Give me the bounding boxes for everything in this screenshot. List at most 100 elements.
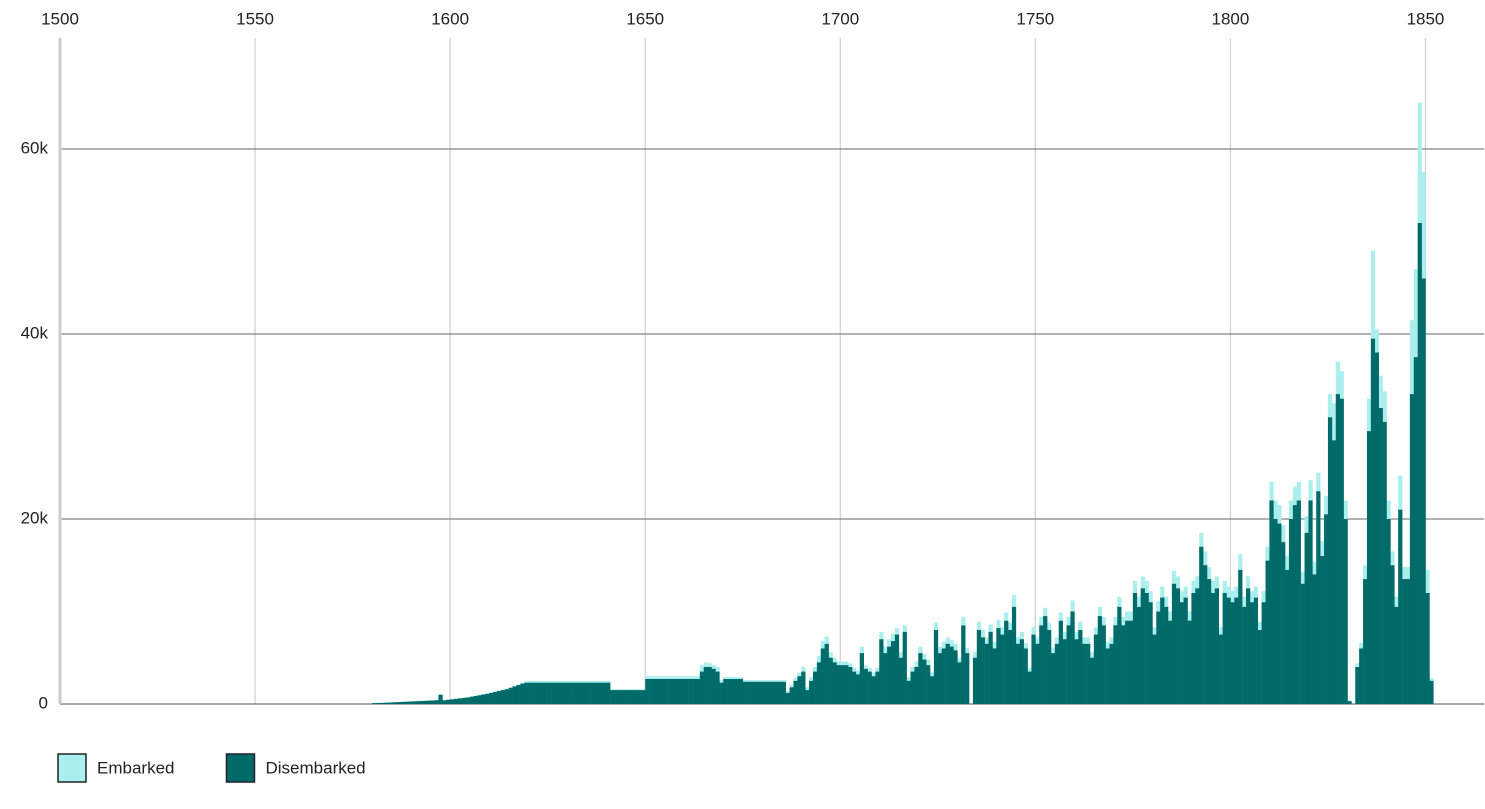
bar bbox=[469, 696, 474, 704]
bar bbox=[512, 686, 517, 704]
x-tick-label: 1650 bbox=[626, 9, 664, 28]
bar bbox=[473, 696, 478, 704]
bar bbox=[1015, 643, 1021, 704]
bar bbox=[1167, 620, 1173, 704]
bar bbox=[836, 665, 841, 704]
bar bbox=[637, 690, 642, 704]
bar bbox=[376, 702, 381, 704]
bar bbox=[844, 665, 849, 704]
bar bbox=[645, 679, 650, 704]
bar bbox=[1195, 588, 1200, 704]
bar bbox=[1089, 657, 1095, 704]
bar bbox=[746, 681, 751, 704]
y-tick-label: 40k bbox=[21, 323, 49, 342]
bar bbox=[454, 698, 459, 704]
bar bbox=[1429, 680, 1434, 704]
bar bbox=[571, 682, 576, 704]
bar bbox=[684, 679, 689, 704]
bar bbox=[415, 701, 420, 704]
bar bbox=[1043, 616, 1048, 704]
bar bbox=[496, 691, 502, 704]
bar bbox=[1136, 606, 1141, 704]
bar bbox=[438, 694, 443, 704]
bar bbox=[1296, 500, 1301, 704]
bar bbox=[594, 682, 599, 704]
bar bbox=[1117, 606, 1122, 704]
bar bbox=[984, 643, 989, 704]
bar bbox=[859, 653, 864, 704]
bar bbox=[812, 671, 818, 704]
bar bbox=[785, 692, 790, 704]
bar bbox=[1370, 338, 1376, 704]
bar bbox=[664, 679, 669, 704]
legend-label: Disembarked bbox=[265, 758, 365, 777]
bar bbox=[832, 662, 837, 704]
bar bbox=[1347, 701, 1352, 704]
bar bbox=[688, 679, 693, 704]
bar bbox=[372, 703, 377, 704]
bar bbox=[801, 671, 806, 704]
bar bbox=[379, 702, 385, 704]
bar bbox=[898, 657, 903, 704]
bar bbox=[1292, 505, 1298, 704]
bar bbox=[1148, 602, 1153, 704]
bar bbox=[816, 662, 822, 704]
bar bbox=[563, 682, 568, 704]
legend-label: Embarked bbox=[97, 758, 174, 777]
bar bbox=[719, 682, 724, 704]
bar bbox=[1082, 643, 1087, 704]
bar bbox=[559, 682, 564, 704]
bar bbox=[485, 693, 490, 704]
bar bbox=[395, 702, 400, 704]
bar bbox=[1175, 588, 1180, 704]
bar bbox=[1164, 606, 1169, 704]
bar bbox=[411, 701, 416, 704]
bar bbox=[1113, 625, 1118, 704]
bar bbox=[1288, 519, 1294, 704]
legend-swatch bbox=[225, 753, 256, 783]
bar bbox=[902, 631, 907, 704]
bar bbox=[851, 671, 857, 704]
bar bbox=[1004, 620, 1009, 704]
bar bbox=[707, 667, 712, 704]
bar bbox=[1132, 593, 1138, 704]
bar bbox=[1140, 588, 1145, 704]
bar bbox=[660, 679, 666, 704]
bar bbox=[1128, 620, 1134, 704]
bar bbox=[1246, 588, 1251, 704]
bar bbox=[1249, 602, 1255, 704]
x-tick-label: 1750 bbox=[1016, 9, 1054, 28]
bar bbox=[1394, 606, 1399, 704]
bar bbox=[1382, 421, 1387, 704]
bar bbox=[1121, 625, 1126, 704]
bar bbox=[699, 671, 705, 704]
bar bbox=[676, 679, 681, 704]
bar bbox=[649, 679, 654, 704]
bar bbox=[387, 702, 392, 704]
bar bbox=[582, 682, 587, 704]
bar bbox=[1277, 523, 1282, 704]
bar bbox=[504, 689, 509, 704]
bar bbox=[766, 681, 771, 704]
bar bbox=[446, 699, 451, 704]
bar bbox=[383, 702, 389, 704]
bar bbox=[1242, 606, 1247, 704]
bar bbox=[1331, 440, 1337, 704]
bar bbox=[672, 679, 677, 704]
bar bbox=[820, 648, 825, 704]
bar bbox=[1281, 542, 1286, 704]
bar bbox=[629, 690, 634, 704]
bar bbox=[957, 662, 962, 704]
bar bbox=[1409, 394, 1415, 704]
bar bbox=[1179, 602, 1184, 704]
y-tick-label: 60k bbox=[21, 138, 49, 157]
bar bbox=[692, 679, 697, 704]
bar bbox=[547, 682, 552, 704]
bar bbox=[867, 671, 872, 704]
bar bbox=[590, 682, 595, 704]
bar bbox=[1199, 546, 1204, 704]
bar bbox=[1222, 593, 1227, 704]
bar bbox=[1386, 519, 1391, 704]
bar bbox=[890, 641, 896, 704]
bar bbox=[1324, 514, 1329, 704]
